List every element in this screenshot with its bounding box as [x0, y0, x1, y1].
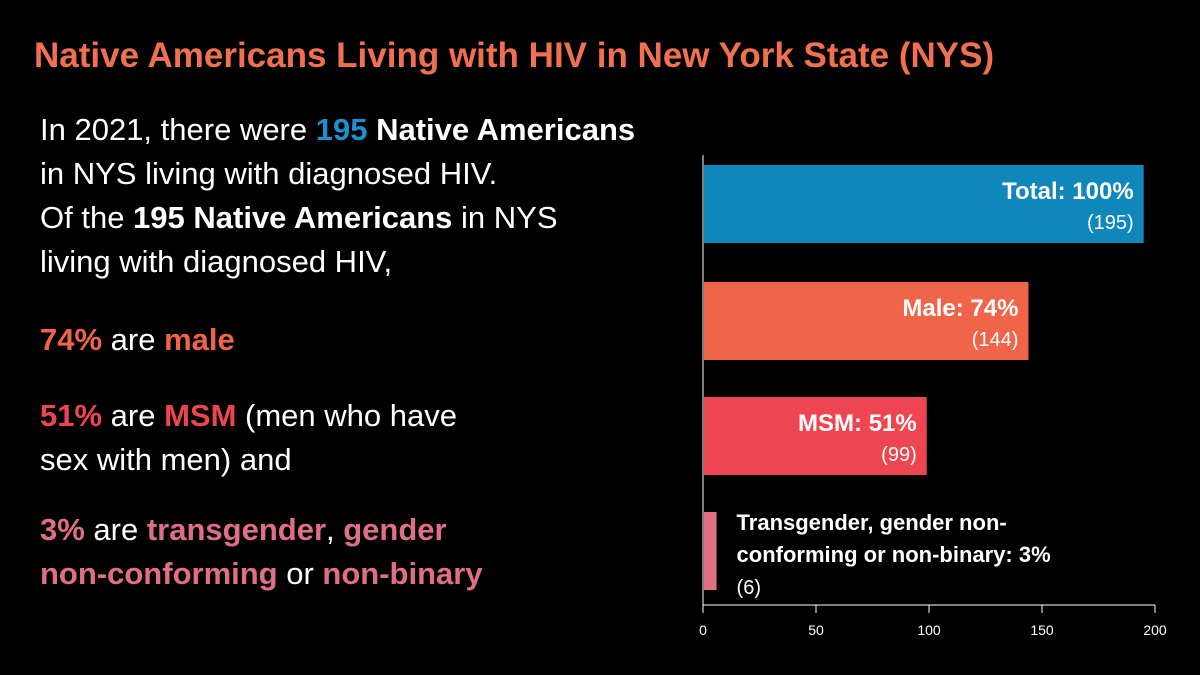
bar-label: Male: 74%	[902, 295, 1018, 322]
intro-paragraph: In 2021, there were 195 Native Americans…	[40, 108, 635, 284]
stat-male-pct: 74%	[40, 322, 103, 357]
bar-count-label: (6)	[737, 577, 761, 599]
bar-label: conforming or non-binary: 3%	[737, 542, 1051, 567]
stat-trans-label-nonbinary: non-binary	[322, 556, 483, 591]
bar-label: Transgender, gender non-	[737, 510, 1007, 535]
stat-msm-rest: (men who have	[236, 398, 457, 433]
stat-msm-line-2: sex with men) and	[40, 442, 292, 477]
x-tick-label: 100	[917, 622, 941, 638]
stat-trans-or: or	[277, 556, 323, 591]
bar-1	[704, 282, 1029, 360]
bar-0	[704, 165, 1144, 243]
bar-count-label: (144)	[972, 329, 1019, 351]
intro-group-highlight: Native Americans	[367, 112, 636, 147]
intro-group-highlight: 195 Native Americans	[133, 200, 453, 235]
intro-line-1: In 2021, there were 195 Native Americans	[40, 108, 635, 152]
page-title: Native Americans Living with HIV in New …	[34, 36, 995, 75]
stat-trans-line-1: 3% are transgender, gender	[40, 508, 483, 552]
intro-count-highlight: 195	[315, 112, 368, 147]
bar-3	[704, 512, 717, 590]
stat-trans-line-2: non-conforming or non-binary	[40, 552, 483, 596]
stat-male: 74% are male	[40, 318, 235, 362]
bar-label: Total: 100%	[1002, 178, 1134, 205]
stat-msm-label: MSM	[164, 398, 237, 433]
x-tick-label: 0	[699, 622, 707, 638]
stat-trans: 3% are transgender, gender non-conformin…	[40, 508, 483, 596]
stat-trans-label-transgender: transgender	[146, 512, 327, 547]
stat-trans-pct: 3%	[40, 512, 85, 547]
bar-count-label: (195)	[1087, 212, 1134, 234]
stat-trans-sep: ,	[326, 512, 344, 547]
intro-text: in NYS	[452, 200, 558, 235]
stat-male-label: male	[164, 322, 235, 357]
intro-line-4: living with diagnosed HIV,	[40, 244, 393, 279]
stat-msm-line-1: 51% are MSM (men who have	[40, 394, 457, 438]
x-tick-label: 150	[1030, 622, 1054, 638]
intro-text: In 2021, there were	[40, 112, 316, 147]
intro-line-3: Of the 195 Native Americans in NYS	[40, 196, 635, 240]
x-tick-label: 200	[1143, 622, 1167, 638]
bar-label: MSM: 51%	[798, 410, 917, 437]
stat-msm: 51% are MSM (men who have sex with men) …	[40, 394, 457, 482]
stat-trans-text: are	[84, 512, 147, 547]
stat-trans-label-gender: gender	[343, 512, 447, 547]
bar-2	[704, 397, 927, 475]
x-tick-label: 50	[808, 622, 824, 638]
bar-count-label: (99)	[881, 444, 917, 466]
intro-text: Of the	[40, 200, 134, 235]
intro-line-2: in NYS living with diagnosed HIV.	[40, 156, 498, 191]
stat-msm-pct: 51%	[40, 398, 103, 433]
stat-trans-label-nonconforming: non-conforming	[40, 556, 278, 591]
stat-msm-text: are	[102, 398, 165, 433]
stat-male-text: are	[102, 322, 165, 357]
